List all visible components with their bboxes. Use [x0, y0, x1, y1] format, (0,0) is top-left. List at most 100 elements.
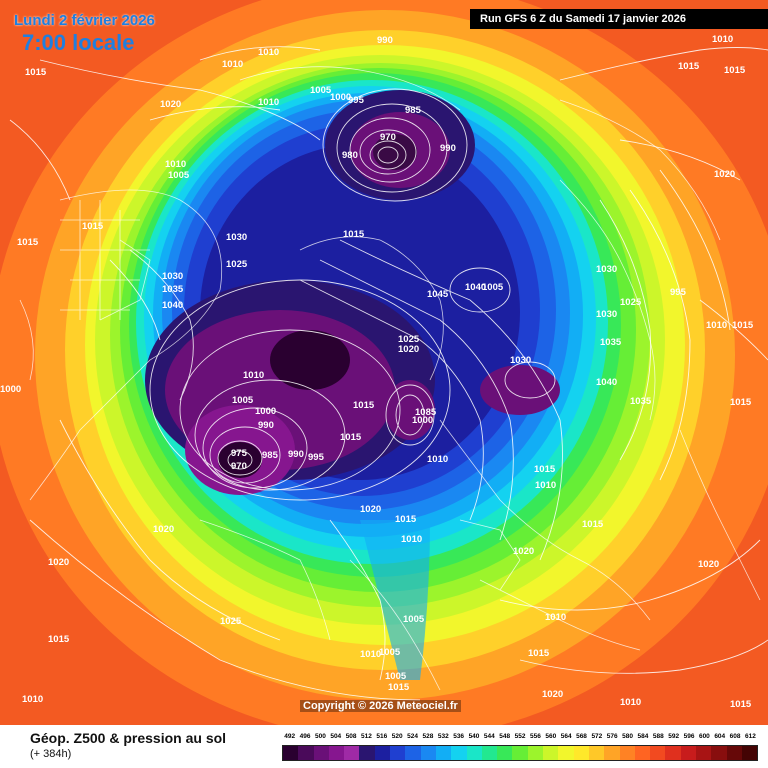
colorbar-tick-label: 584 — [637, 733, 649, 740]
colorbar-tick-label: 508 — [345, 733, 357, 740]
colorbar-tick-label: 512 — [361, 733, 372, 740]
pressure-label: 1020 — [698, 559, 719, 570]
pressure-label: 1010 — [258, 47, 279, 58]
colorbar-swatch — [573, 746, 589, 760]
isobars — [9, 46, 768, 701]
coastlines — [19, 66, 761, 691]
pressure-label: 1010 — [712, 34, 733, 45]
colorbar-tick-label: 532 — [437, 733, 449, 740]
colorbar: 492 496 500 504 508 512 516 520 524 528 532 536 540 5… — [282, 733, 758, 761]
colorbar-swatch — [283, 746, 299, 760]
colorbar-swatch — [726, 746, 742, 760]
pressure-label: 1015 — [730, 397, 752, 408]
pressure-label: 1020 — [153, 524, 174, 535]
pressure-label: 1005 — [232, 395, 254, 406]
pressure-label: 1005 — [403, 614, 425, 625]
pressure-label: 995 — [670, 287, 687, 298]
pressure-label: 1035 — [630, 396, 652, 407]
pressure-label: 1015 — [82, 221, 104, 232]
pressure-label: 1025 — [398, 334, 420, 345]
pressure-label: 990 — [258, 420, 274, 431]
pressure-label: 995 — [308, 452, 325, 463]
colorbar-swatch — [543, 746, 559, 760]
colorbar-tick-label: 580 — [622, 733, 634, 740]
pressure-label: 1035 — [600, 337, 622, 348]
colorbar-swatch — [405, 746, 421, 760]
colorbar-swatch — [435, 746, 452, 760]
pressure-label: 1000 — [0, 384, 21, 395]
pressure-label: 1020 — [714, 169, 735, 180]
colorbar-tick-label: 528 — [422, 733, 434, 740]
colorbar-swatch — [634, 746, 651, 760]
pressure-label: 1010 — [427, 454, 448, 465]
pressure-label: 1010 — [620, 697, 641, 708]
colorbar-swatch — [588, 746, 605, 760]
colorbar-swatch — [512, 746, 528, 760]
pressure-label: 1015 — [340, 432, 362, 443]
colorbar-swatch — [527, 746, 544, 760]
colorbar-tick-label: 492 — [284, 733, 296, 740]
colorbar-tick-label: 576 — [606, 733, 618, 740]
pressure-label: 1030 — [596, 264, 617, 275]
pressure-labels: 1010 1015 1020 1010 1005 1010 1010 990 1… — [0, 34, 754, 710]
pressure-label: 1000 — [255, 406, 276, 417]
pressure-label: 1010 — [545, 612, 566, 623]
pressure-label: 1005 — [385, 671, 407, 682]
colorbar-tick-label: 564 — [560, 733, 572, 740]
model-run-label: Run GFS 6 Z du Samedi 17 janvier 2026 — [470, 9, 768, 29]
map-svg: 1010 1015 1020 1010 1005 1010 1010 990 1… — [0, 0, 768, 725]
pressure-label: 1005 — [482, 282, 504, 293]
pressure-label: 1030 — [162, 271, 183, 282]
colorbar-tick-label: 552 — [514, 733, 526, 740]
colorbar-swatch — [466, 746, 482, 760]
colorbar-swatch — [328, 746, 345, 760]
pressure-label: 1025 — [226, 259, 248, 270]
colorbar-tick-label: 536 — [453, 733, 465, 740]
pressure-label: 970 — [380, 132, 396, 143]
colorbar-tick-label: 568 — [576, 733, 587, 740]
colorbar-tick-label: 604 — [714, 733, 726, 740]
pressure-label: 1085 — [415, 407, 437, 418]
pressure-label: 1015 — [25, 67, 47, 78]
colorbar-tick-label: 540 — [468, 733, 480, 740]
pressure-label: 1015 — [395, 514, 417, 525]
pressure-label: 1010 — [222, 59, 243, 70]
colorbar-tick-label: 504 — [330, 733, 342, 740]
pressure-label: 1025 — [620, 297, 642, 308]
colorbar-tick-label: 556 — [530, 733, 541, 740]
colorbar-swatch — [696, 746, 712, 760]
pressure-label: 1035 — [162, 284, 184, 295]
colorbar-tick-label: 548 — [499, 733, 511, 740]
pressure-label: 1010 — [243, 370, 264, 381]
pressure-label: 1015 — [724, 65, 746, 76]
pressure-label: 1010 — [535, 480, 556, 491]
colorbar-swatch — [451, 746, 467, 760]
pressure-label: 995 — [348, 95, 365, 106]
colorbar-tick-label: 520 — [391, 733, 403, 740]
colorbar-swatch — [711, 746, 727, 760]
pressure-label: 1040 — [596, 377, 617, 388]
colorbar-tick-label: 608 — [729, 733, 741, 740]
pressure-label: 1005 — [168, 170, 190, 181]
pressure-label: 980 — [342, 150, 358, 161]
pressure-label: 1020 — [48, 557, 69, 568]
pressure-label: 970 — [231, 461, 247, 472]
forecast-lead: (+ 384h) — [30, 748, 72, 760]
pressure-label: 990 — [440, 143, 456, 154]
pressure-label: 1010 — [258, 97, 279, 108]
pressure-label: 975 — [231, 448, 248, 459]
colorbar-tick-label: 592 — [668, 733, 680, 740]
colorbar-swatch — [665, 746, 681, 760]
colorbar-swatch — [298, 746, 314, 760]
colorbar-swatch — [558, 746, 574, 760]
pressure-label: 990 — [288, 449, 304, 460]
pressure-label: 1040 — [162, 300, 183, 311]
colorbar-tick-label: 612 — [745, 733, 756, 740]
colorbar-swatch — [650, 746, 666, 760]
pressure-label: 1015 — [353, 400, 375, 411]
pressure-label: 1015 — [730, 699, 752, 710]
colorbar-tick-label: 560 — [545, 733, 557, 740]
pressure-label: 1015 — [678, 61, 700, 72]
pressure-label: 1010 — [706, 320, 727, 331]
colorbar-swatches — [282, 745, 758, 761]
